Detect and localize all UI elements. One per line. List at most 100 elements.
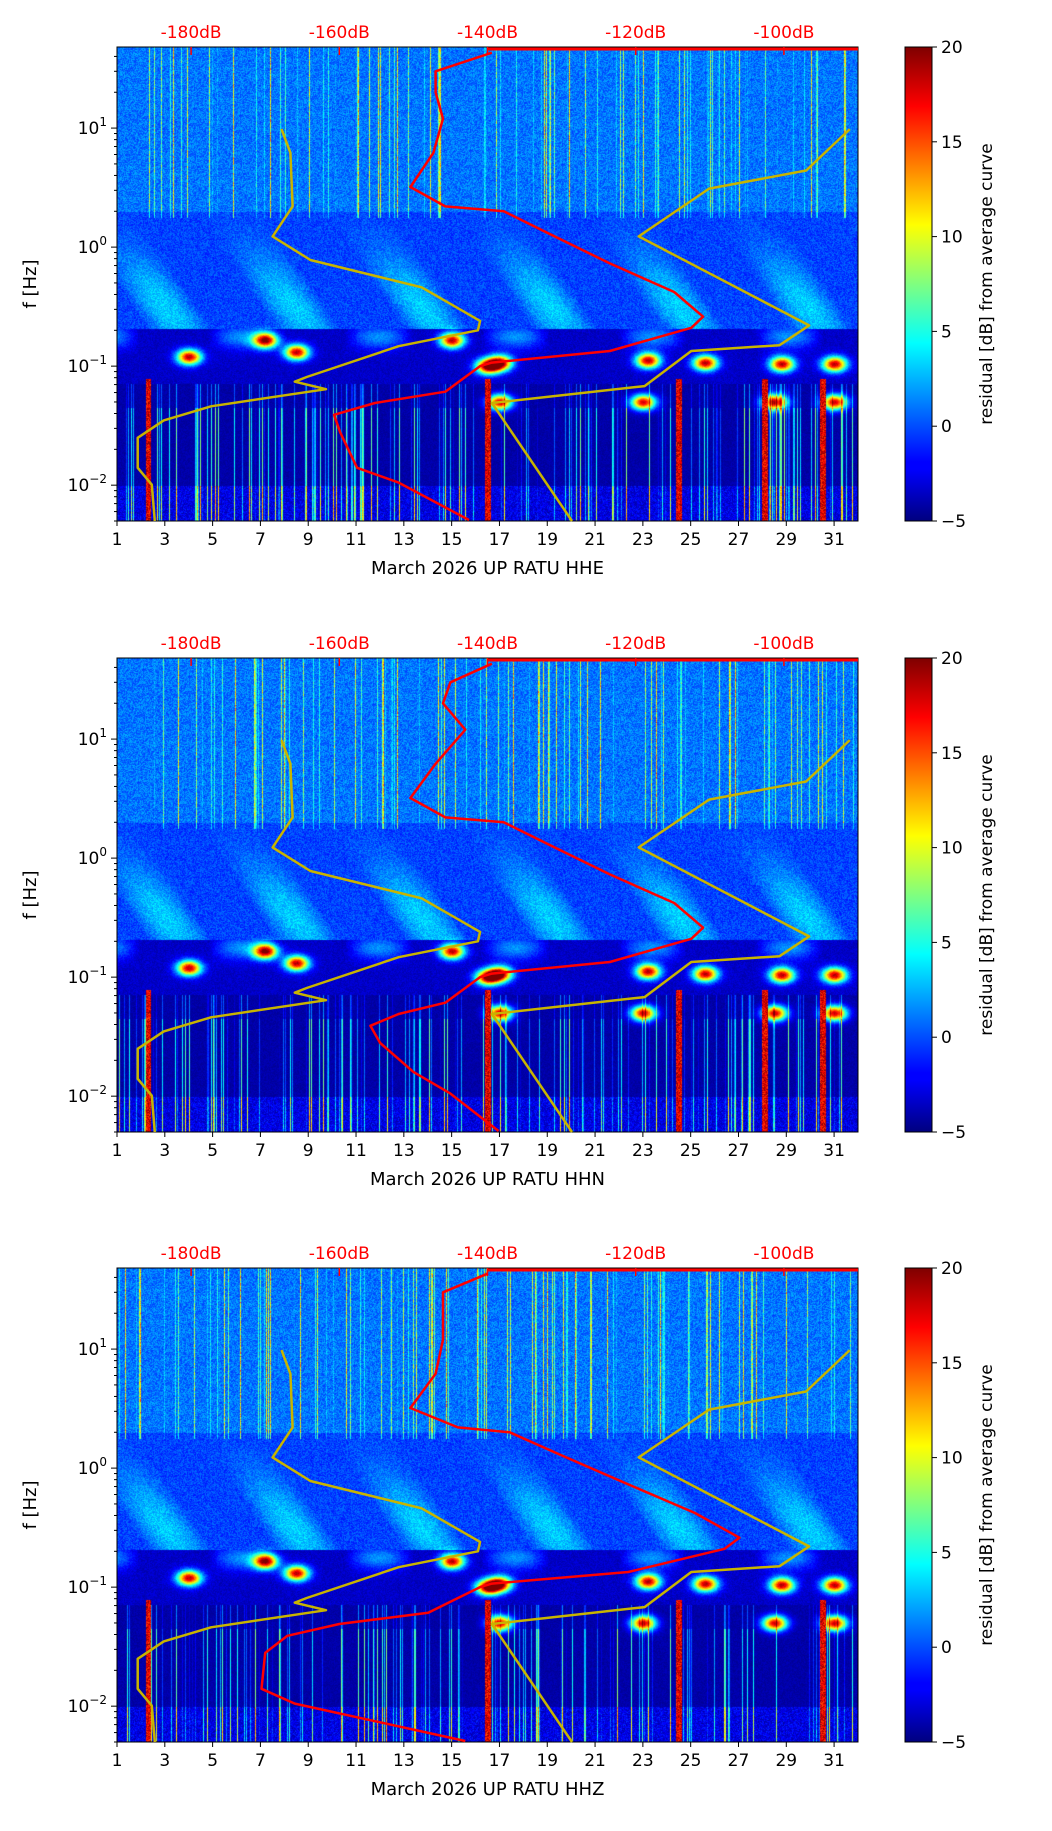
curve-average-curve [260,1272,741,1743]
top-db-label: -100dB [753,634,814,654]
y-tick-base: 10 [78,1340,100,1360]
top-db-label: -160dB [309,23,370,43]
colorbar-tick-label: 0 [941,1028,952,1048]
plot-frame [116,46,859,522]
colorbar-tick-label: 10 [941,839,963,859]
x-tick-label: 15 [441,1141,463,1161]
x-tick-label: 31 [823,1141,845,1161]
x-tick-label: 29 [775,1751,797,1771]
colorbar-tick-label: −5 [941,512,966,532]
colorbar-tick-label: 15 [941,744,963,764]
x-tick-label: 13 [393,530,415,550]
y-tick-exp: −1 [89,964,107,978]
colorbar [904,1267,933,1743]
x-tick-label: 25 [680,1141,702,1161]
colorbar-tick-label: 5 [941,1543,952,1563]
colorbar-label: residual [dB] from average curve [977,754,997,1035]
top-db-label: -160dB [309,634,370,654]
x-tick-label: 13 [393,1751,415,1771]
x-tick-label: 15 [441,530,463,550]
x-tick-label: 21 [584,1751,606,1771]
x-tick-label: 5 [207,530,218,550]
curve-average-curve [332,51,705,522]
colorbar-tick-label: 20 [941,649,963,669]
x-tick-label: 17 [489,530,511,550]
y-tick-exp: 1 [99,726,107,740]
colorbar-label: residual [dB] from average curve [977,1364,997,1645]
x-axis-label: March 2026 UP RATU HHZ [371,1779,605,1800]
curve-low-noise-model [136,128,482,522]
x-tick-label: 15 [441,1751,463,1771]
x-tick-label: 1 [112,1141,123,1161]
spectrogram-image [117,1268,858,1742]
panel-hhz: -180dB -160dB -140dB -120dB -100dB 1 3 5 7 9 11 13 1… [0,1221,1052,1831]
y-tick-exp: 1 [99,1336,107,1350]
y-tick-label: 101 [78,115,107,139]
curve-high-noise-model [490,739,851,1133]
y-tick-exp: 1 [99,115,107,129]
x-tick-label: 19 [536,1751,558,1771]
x-tick-label: 3 [159,1751,170,1771]
colorbar-tick-label: 5 [941,933,952,953]
y-tick-label: 100 [78,1455,107,1479]
y-tick-exp: 0 [99,234,107,248]
y-tick-base: 10 [78,119,100,139]
x-tick-label: 27 [728,530,750,550]
x-tick-label: 23 [632,530,654,550]
y-tick-label: 10−2 [68,1693,107,1717]
y-tick-label: 10−1 [68,1574,107,1598]
y-tick-base: 10 [68,1697,90,1717]
x-tick-label: 31 [823,1751,845,1771]
y-tick-base: 10 [78,1459,100,1479]
colorbar-tick-label: −5 [941,1123,966,1143]
x-tick-label: 9 [303,1141,314,1161]
colorbar-tick-label: 0 [941,417,952,437]
x-tick-label: 31 [823,530,845,550]
x-tick-label: 11 [345,1141,367,1161]
top-db-label: -120dB [605,634,666,654]
panel-hhn: -180dB -160dB -140dB -120dB -100dB 1 3 5 7 9 11 13 1… [0,611,1052,1221]
x-tick-label: 27 [728,1141,750,1161]
top-db-label: -140dB [457,634,518,654]
colorbar-tick-label: 15 [941,1354,963,1374]
top-db-label: -180dB [161,23,222,43]
top-db-label: -100dB [753,1244,814,1264]
x-tick-label: 23 [632,1141,654,1161]
x-tick-label: 9 [303,530,314,550]
x-tick-label: 19 [536,1141,558,1161]
x-tick-label: 1 [112,530,123,550]
x-axis-label: March 2026 UP RATU HHN [370,1169,605,1190]
x-tick-label: 21 [584,1141,606,1161]
y-tick-label: 10−1 [68,353,107,377]
x-tick-label: 13 [393,1141,415,1161]
y-tick-exp: −2 [89,1693,107,1707]
top-db-label: -120dB [605,23,666,43]
colorbar-tick-label: 10 [941,228,963,248]
y-tick-base: 10 [68,968,90,988]
x-tick-label: 25 [680,1751,702,1771]
x-axis-label: March 2026 UP RATU HHE [371,558,604,579]
x-tick-label: 25 [680,530,702,550]
y-tick-label: 10−1 [68,964,107,988]
spectrogram-image [117,47,858,521]
y-tick-exp: −1 [89,353,107,367]
x-tick-label: 21 [584,530,606,550]
curve-average-curve [369,662,705,1132]
top-db-label: -120dB [605,1244,666,1264]
colorbar-tick-label: 20 [941,1259,963,1279]
x-tick-label: 29 [775,530,797,550]
curve-high-noise-model [490,128,851,522]
x-tick-label: 3 [159,1141,170,1161]
panel-hhe: -180dB -160dB -140dB -120dB -100dB 1 3 5 7 9 11 13 1… [0,0,1052,610]
x-tick-label: 7 [255,1141,266,1161]
top-db-label: -180dB [161,634,222,654]
curve-high-noise-model [490,1349,851,1743]
x-tick-label: 19 [536,530,558,550]
colorbar [904,46,933,522]
top-db-label: -100dB [753,23,814,43]
x-tick-label: 3 [159,530,170,550]
curve-low-noise-model [136,739,482,1133]
y-tick-label: 100 [78,845,107,869]
y-tick-base: 10 [78,730,100,750]
